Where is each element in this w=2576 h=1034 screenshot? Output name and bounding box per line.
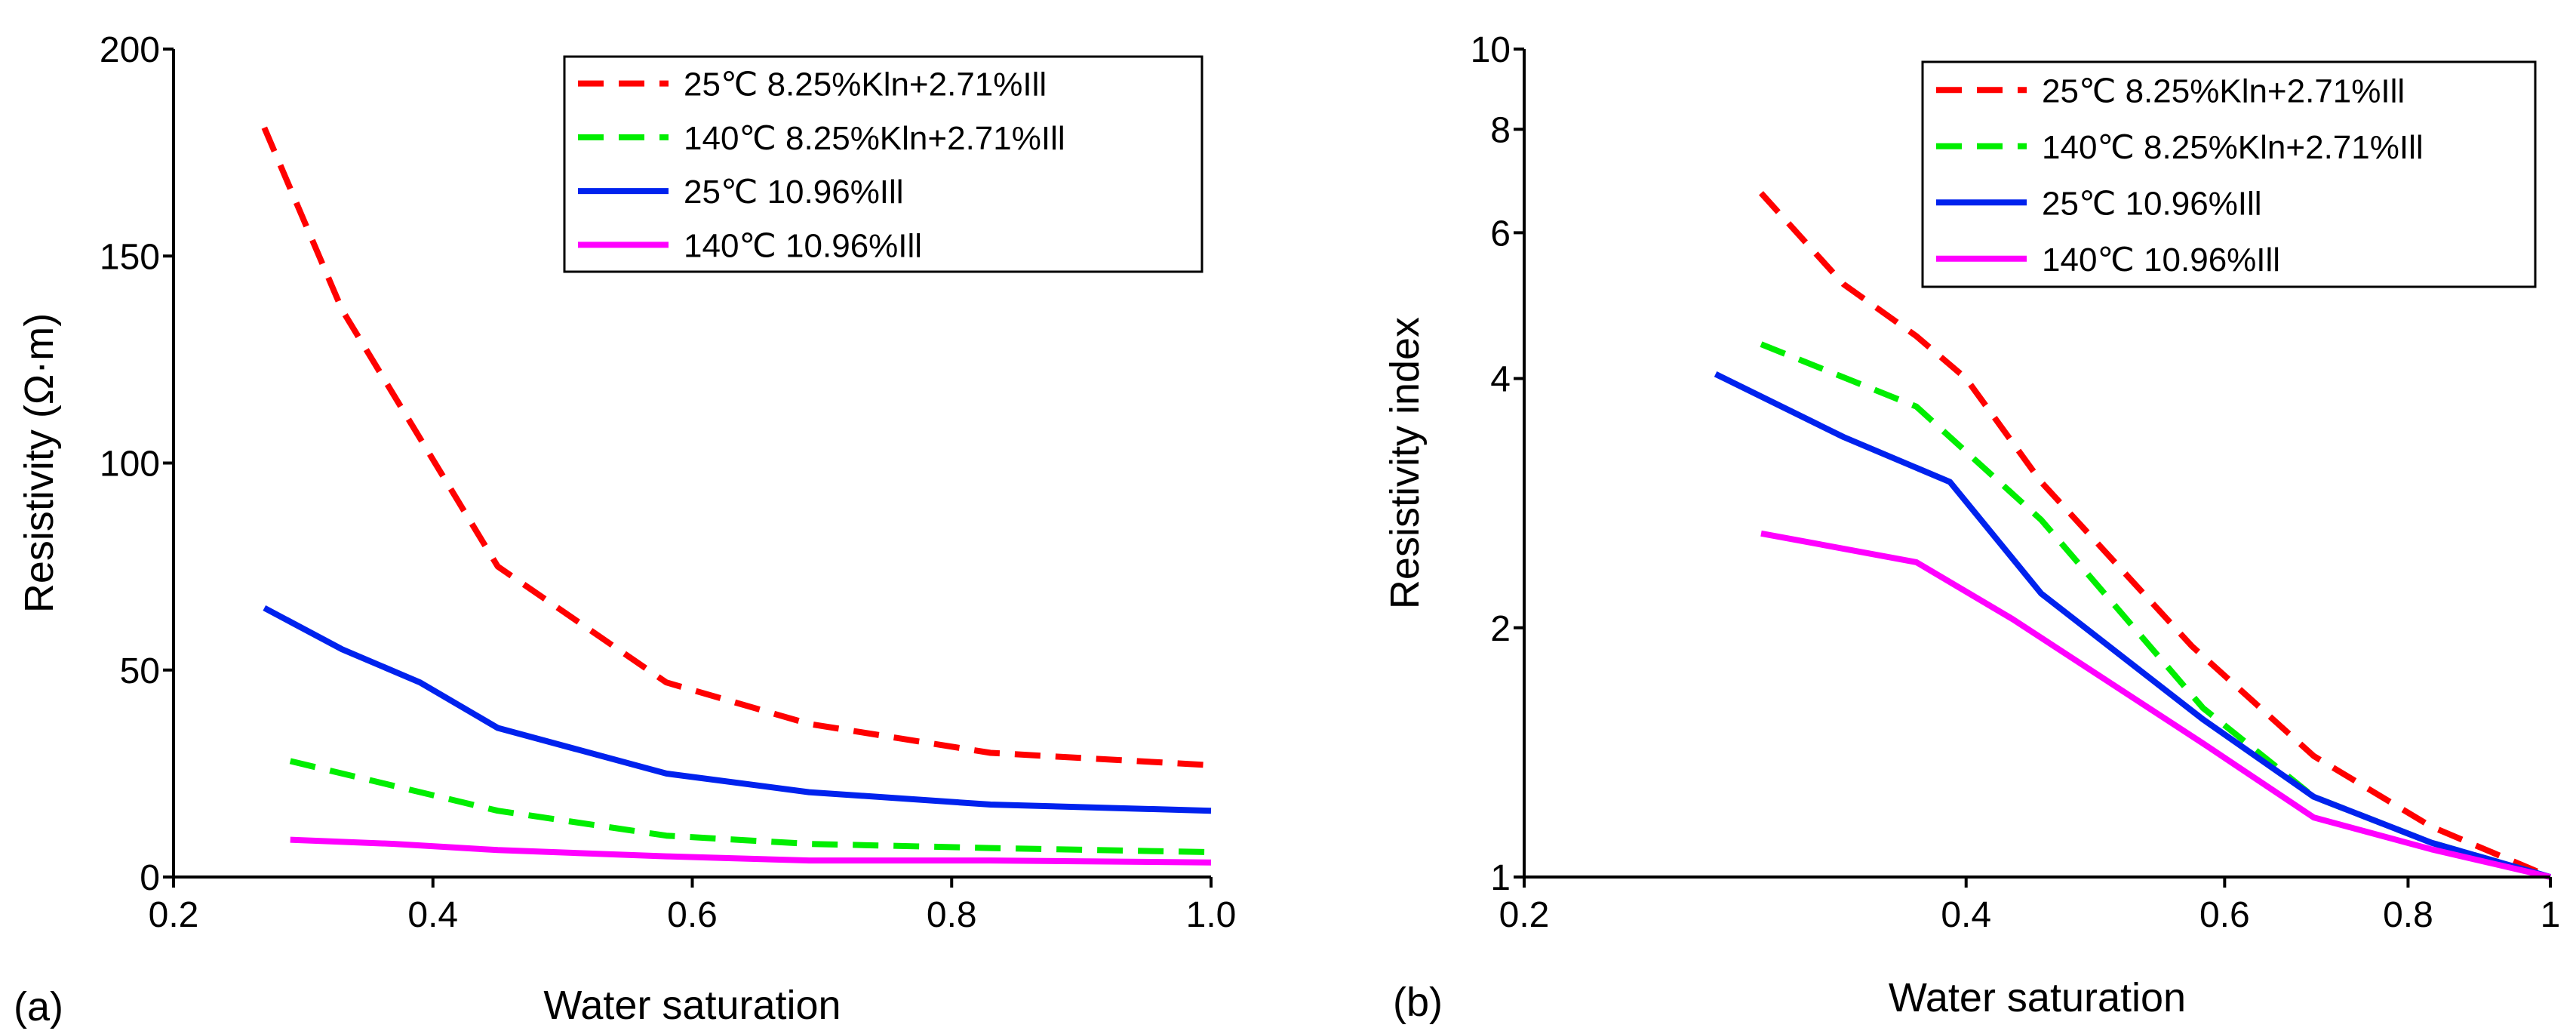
chart-panel-b: 0.2 0.4 0.6 0.8 1 1 2 4 6 8 10 Water saturation Resi… [1382,30,2560,1025]
legend-label: 140℃ 8.25%Kln+2.71%Ill [2042,129,2424,166]
y-tick-label: 1 [1490,858,1511,898]
legend-label: 25℃ 8.25%Kln+2.71%Ill [2042,72,2405,109]
series-line-3 [1714,371,2552,880]
panel-label: (b) [1393,980,1443,1025]
x-tick-label: 0.6 [2199,895,2250,935]
legend-label: 25℃ 10.96%Ill [2042,185,2262,222]
y-tick-label: 2 [1490,609,1511,649]
chart-panel-a: 0.2 0.4 0.6 0.8 1.0 0 50 100 150 200 Water saturat… [14,30,1236,1029]
y-axis-label: Resistivity index [1382,317,1428,609]
y-tick-label: 100 [100,445,160,485]
series-line-2 [289,758,1212,856]
x-axis-label: Water saturation [1889,975,2186,1020]
series-line-4 [290,836,1212,866]
legend-label: 140℃ 10.96%Ill [684,227,922,264]
x-tick-label: 0.6 [667,895,718,935]
y-axis-label: Resistivity (Ω·m) [17,313,62,613]
legend-label: 25℃ 10.96%Ill [684,174,904,211]
x-tick-label: 1 [2541,895,2561,935]
legend-box [563,55,1203,273]
legend-label: 140℃ 8.25%Kln+2.71%Ill [684,120,1065,157]
series-line-2 [1760,341,2552,880]
legend: 25℃ 8.25%Kln+2.71%Ill 140℃ 8.25%Kln+2.71%… [1921,60,2537,288]
legend-label: 140℃ 10.96%Ill [2042,242,2280,279]
y-tick-label: 50 [120,651,160,691]
series-line-4 [1760,530,2551,880]
x-tick-label: 0.4 [1941,895,1991,935]
x-tick-label: 1.0 [1186,895,1237,935]
panel-label: (a) [14,984,63,1029]
series-line-1 [1759,191,2552,880]
y-tick-label: 8 [1490,110,1511,150]
y-tick-label: 4 [1490,360,1511,400]
legend: 25℃ 8.25%Kln+2.71%Ill 140℃ 8.25%Kln+2.71%… [563,55,1203,273]
y-tick-label: 0 [140,858,160,898]
x-tick-label: 0.8 [2383,895,2433,935]
legend-label: 25℃ 8.25%Kln+2.71%Ill [684,66,1047,103]
y-tick-label: 6 [1490,214,1511,254]
series-line-1 [261,126,1212,768]
y-tick-label: 150 [100,237,160,277]
series-line-3 [263,605,1212,814]
x-tick-label: 0.2 [149,895,199,935]
y-tick-label: 10 [1471,30,1511,70]
x-axis-label: Water saturation [543,983,841,1028]
x-tick-label: 0.4 [407,895,458,935]
legend-box [1921,60,2537,288]
y-tick-label: 200 [100,30,160,70]
x-tick-label: 0.8 [927,895,977,935]
x-tick-label: 0.2 [1499,895,1550,935]
